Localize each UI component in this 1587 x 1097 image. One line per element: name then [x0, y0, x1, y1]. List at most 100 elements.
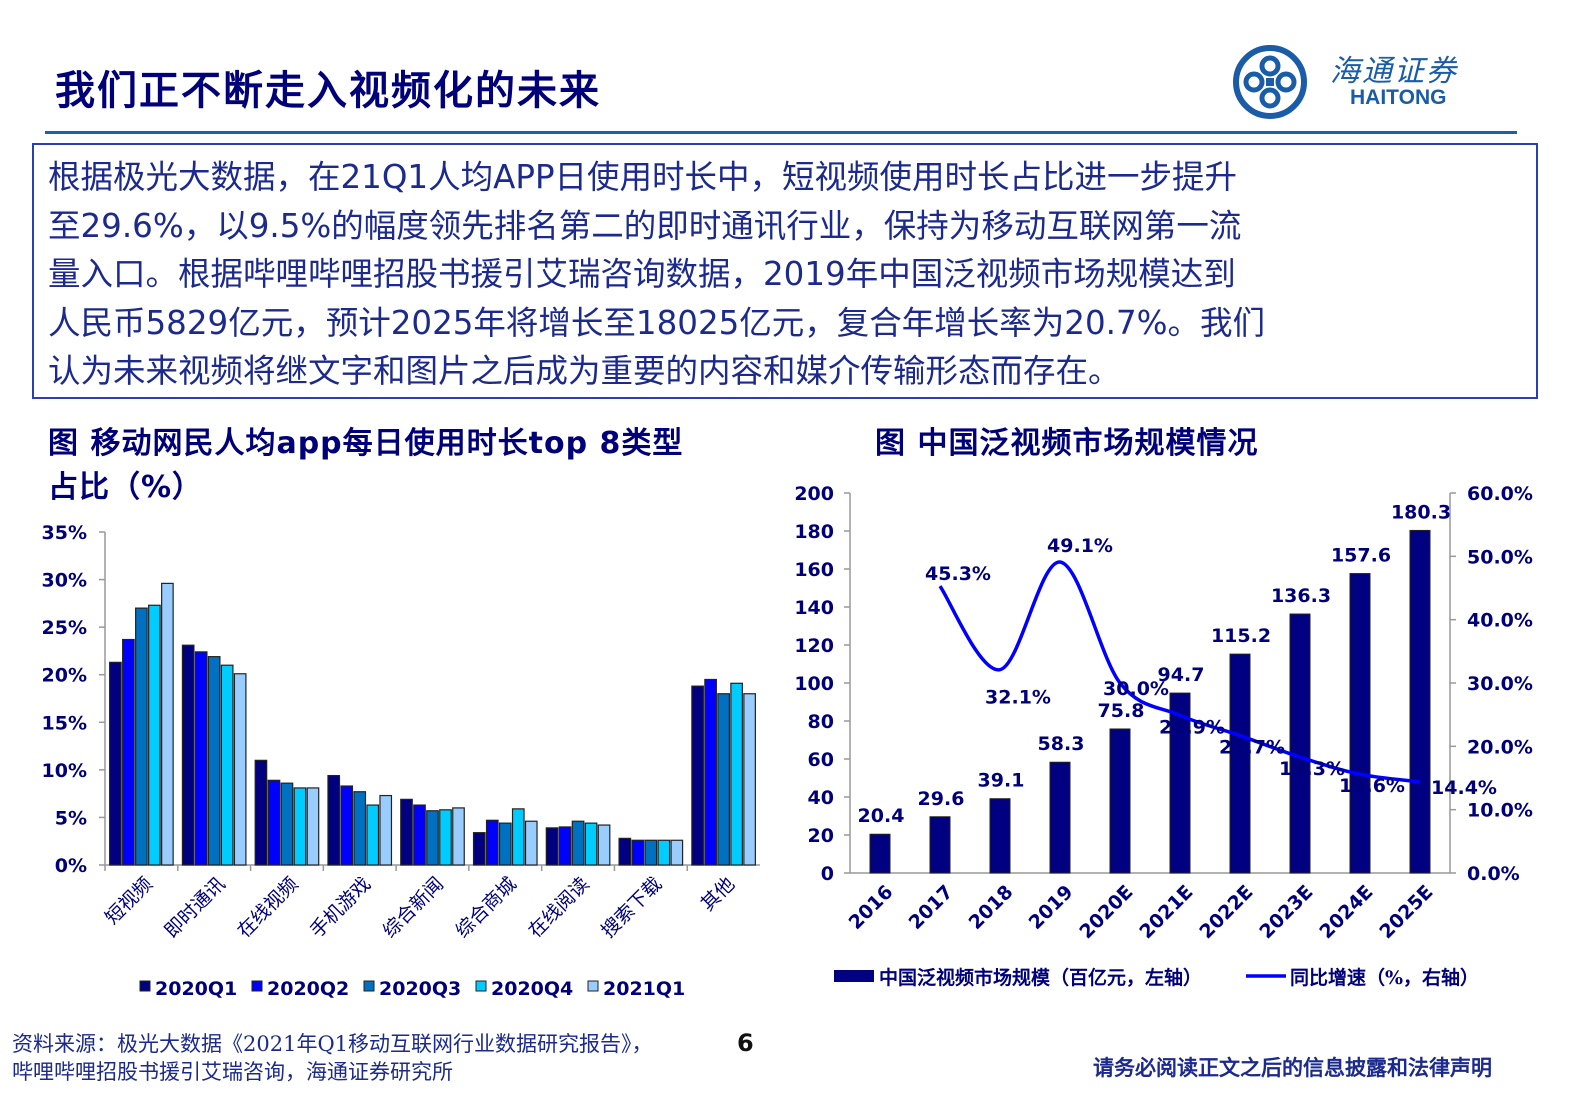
- source-note-line1: 资料来源：极光大数据《2021年Q1移动互联网行业数据研究报告》，: [12, 1032, 653, 1056]
- bar-data-label: 115.2: [1211, 625, 1271, 647]
- left-bar-2021Q1: [233, 673, 247, 866]
- left-x-tick-label: 在线视频: [233, 873, 302, 942]
- left-bar-2020Q2: [267, 779, 281, 866]
- market-size-bar: [989, 798, 1011, 874]
- right-axis-tick-label: 10.0%: [1467, 800, 1533, 822]
- bar-data-label: 20.4: [858, 805, 905, 827]
- left-axis-tick-label: 20: [808, 825, 834, 847]
- line-data-label: 32.1%: [985, 687, 1051, 709]
- left-bar-2021Q1: [161, 582, 174, 866]
- left-bar-2021Q1: [670, 839, 684, 866]
- market-size-bar: [1049, 761, 1071, 874]
- left-bar-2020Q2: [558, 826, 572, 866]
- left-bar-2020Q1: [472, 832, 486, 866]
- right-x-tick-label: 2021E: [1135, 881, 1197, 943]
- left-axis-tick-label: 160: [794, 559, 834, 581]
- left-bar-2020Q4: [148, 604, 161, 866]
- left-bar-2020Q3: [426, 810, 439, 866]
- market-size-bar: [1169, 692, 1191, 874]
- left-axis-tick-label: 40: [808, 787, 834, 809]
- right-x-tick-label: 2024E: [1315, 881, 1377, 943]
- left-bar-2020Q3: [571, 820, 585, 866]
- left-bar-2021Q1: [597, 824, 611, 866]
- market-size-bar: [1289, 613, 1311, 874]
- left-bar-2020Q3: [353, 791, 367, 866]
- right-x-tick-label: 2018: [965, 881, 1018, 934]
- right-x-tick-label: 2020E: [1075, 881, 1137, 943]
- line-data-label: 30.0%: [1103, 678, 1169, 700]
- legend-swatch-2020Q1: [139, 980, 151, 992]
- left-bar-2020Q3: [644, 839, 658, 866]
- legend-label: 2021Q1: [603, 978, 685, 1000]
- legend-swatch-2020Q3: [363, 980, 375, 992]
- left-bar-2020Q2: [340, 785, 354, 866]
- legend-swatch-2020Q4: [475, 980, 487, 992]
- right-axis-tick-label: 40.0%: [1467, 610, 1533, 632]
- left-x-tick-label: 在线阅读: [524, 873, 593, 942]
- left-y-tick-label: 15%: [42, 712, 87, 734]
- title-divider: [45, 131, 1517, 134]
- left-bar-2020Q4: [293, 787, 307, 866]
- left-bar-2020Q4: [584, 822, 598, 866]
- summary-box: 根据极光大数据，在21Q1人均APP日使用时长中，短视频使用时长占比进一步提升 …: [32, 143, 1538, 399]
- legend-swatch-2020Q2: [251, 980, 263, 992]
- legend-label: 中国泛视频市场规模（百亿元，左轴）: [879, 966, 1202, 989]
- left-y-tick-label: 20%: [42, 665, 87, 687]
- left-y-tick-label: 30%: [42, 570, 87, 592]
- logo-text-cn: 海通证券: [1330, 54, 1458, 89]
- left-x-tick-label: 综合商城: [452, 873, 521, 942]
- left-bar-2020Q3: [207, 656, 221, 866]
- line-data-label: 45.3%: [925, 563, 991, 585]
- legend-label: 2020Q1: [155, 978, 237, 1000]
- left-bar-2020Q1: [109, 661, 122, 866]
- page-number: 6: [737, 1029, 754, 1057]
- left-x-tick-label: 短视频: [101, 873, 157, 929]
- legend-swatch-2021Q1: [587, 980, 599, 992]
- market-size-bar: [1109, 728, 1131, 874]
- left-bar-2021Q1: [379, 794, 393, 866]
- left-x-tick-label: 综合新闻: [379, 873, 448, 942]
- right-axis-tick-label: 0.0%: [1467, 863, 1520, 885]
- right-axis-tick-label: 60.0%: [1467, 483, 1533, 505]
- left-bar-2020Q1: [691, 685, 704, 866]
- bar-data-label: 39.1: [978, 770, 1025, 792]
- line-data-label: 18.3%: [1279, 758, 1345, 780]
- legend-label: 同比增速（%，右轴）: [1290, 966, 1479, 989]
- market-size-bar: [1229, 653, 1251, 874]
- summary-line: 根据极光大数据，在21Q1人均APP日使用时长中，短视频使用时长占比进一步提升: [48, 158, 1238, 196]
- left-bar-2020Q2: [485, 819, 499, 866]
- left-axis-tick-label: 60: [808, 749, 834, 771]
- left-bar-2020Q2: [194, 651, 208, 866]
- summary-line: 人民币5829亿元，预计2025年将增长至18025亿元，复合年增长率为20.7…: [48, 303, 1266, 342]
- logo-text-en: HAITONG: [1350, 86, 1447, 109]
- left-x-tick-label: 其他: [697, 873, 739, 915]
- page-title: 我们正不断走入视频化的未来: [55, 67, 601, 114]
- left-bar-2020Q1: [254, 759, 268, 866]
- left-axis-tick-label: 180: [794, 521, 834, 543]
- legend-label: 2020Q3: [379, 978, 461, 1000]
- line-data-label: 15.6%: [1339, 775, 1405, 797]
- line-data-label: 24.9%: [1159, 716, 1225, 738]
- left-bar-2020Q2: [413, 804, 426, 866]
- left-axis-tick-label: 200: [794, 483, 834, 505]
- bar-data-label: 157.6: [1331, 545, 1391, 567]
- summary-line: 认为未来视频将继文字和图片之后成为重要的内容和媒介传输形态而存在。: [48, 352, 1121, 390]
- bar-data-label: 94.7: [1158, 664, 1205, 686]
- left-y-tick-label: 10%: [42, 760, 87, 782]
- left-y-tick-label: 0%: [55, 855, 87, 877]
- right-x-tick-label: 2025E: [1375, 881, 1437, 943]
- legend-swatch-market-size: [834, 970, 874, 982]
- left-axis-tick-label: 100: [794, 673, 834, 695]
- left-x-tick-label: 即时通讯: [160, 873, 229, 942]
- left-x-tick-label: 手机游戏: [306, 873, 375, 942]
- market-size-bar: [1409, 529, 1431, 874]
- right-x-tick-label: 2017: [905, 881, 958, 934]
- haitong-emblem-icon: [1233, 45, 1307, 119]
- bar-data-label: 29.6: [918, 788, 965, 810]
- left-bar-2020Q4: [366, 804, 380, 866]
- left-bar-2020Q2: [122, 638, 135, 866]
- left-axis-tick-label: 0: [821, 863, 834, 885]
- market-size-bar: [869, 833, 891, 874]
